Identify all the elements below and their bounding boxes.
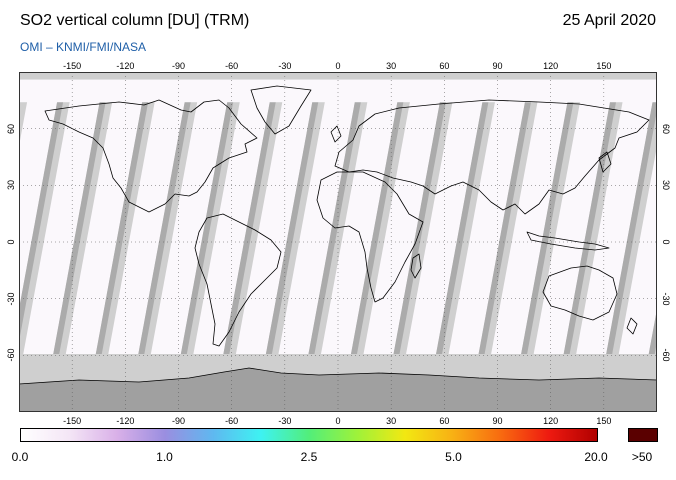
lat-tick-label: 30 [661,180,671,191]
orbit-overlap-stripe [138,94,193,356]
orbit-overlap-stripe [605,94,657,356]
colorbar-overflow-swatch [628,428,658,442]
orbit-overlap-stripe [648,308,657,356]
orbit-swath [575,94,654,356]
orbit-swath [108,94,187,356]
orbit-swath [320,94,399,356]
colorbar-overflow-label: >50 [631,450,653,464]
lat-tick-label: 0 [6,239,16,245]
lat-tick-label: -60 [661,348,671,362]
lon-tick-label: -90 [171,61,186,71]
lon-tick-label: -30 [278,61,292,71]
lat-tick-label: 60 [6,123,16,134]
colorbar-tick-label: 5.0 [445,450,462,464]
colorbar-tick-label: 0.0 [11,450,29,464]
orbit-overlap-stripe [520,94,575,356]
polar-no-data [19,354,657,412]
orbit-overlap-stripe [180,94,235,356]
orbit-swath [533,94,612,356]
lon-tick-label: 150 [596,61,612,71]
lat-tick-label: -30 [661,292,671,306]
lon-tick-label: 60 [439,61,450,71]
colorbar-scale [20,428,598,442]
orbit-swaths [19,79,657,356]
map-title: SO2 vertical column [DU] (TRM) [20,12,250,29]
coast-madagascar [410,253,422,279]
lat-tick-label: 0 [661,239,671,245]
orbit-swath [65,94,144,356]
orbit-swath [490,94,569,356]
so2-map [19,72,657,412]
orbit-swath [363,94,442,356]
coast-greenland [250,85,312,135]
orbit-overlap-stripe [478,94,533,356]
colorbar-tick-label: 2.5 [300,450,318,464]
lat-tick-label: 60 [661,123,671,134]
graticule [19,72,657,412]
orbit-swath [405,94,484,356]
lon-tick-label: 120 [543,416,559,426]
orbit-swath [23,94,101,356]
lat-tick-label: 30 [6,180,16,191]
lon-tick-label: -150 [63,416,82,426]
lon-tick-label: 150 [596,416,612,426]
coast-japan [598,151,612,173]
coast-south-america [194,213,282,347]
map-subtitle: OMI – KNMI/FMI/NASA [20,40,147,54]
orbit-overlap-stripe [223,94,278,356]
orbit-swath [618,146,657,356]
lon-tick-label: 90 [492,61,503,71]
orbit-overlap-stripe [435,94,490,356]
lon-tick-label: -60 [225,61,239,71]
orbit-overlap-stripe [393,94,448,356]
colorbar-tick-label: 20.0 [584,450,608,464]
arctic-measured-area [19,79,657,103]
lon-tick-label: 90 [492,416,503,426]
lon-tick-label: -90 [171,416,186,426]
lon-tick-label: 30 [386,61,397,71]
coast-australia [542,265,618,321]
orbit-swath [193,94,272,356]
lon-tick-label: 30 [386,416,397,426]
coast-eurasia [334,99,650,215]
lat-tick-label: -30 [6,292,16,306]
orbit-overlap-stripe [53,94,107,356]
lon-tick-label: -120 [116,61,135,71]
colorbar-tick-label: 1.0 [156,450,173,464]
coast-new-zealand [626,317,638,335]
coast-british-isles [330,125,342,143]
coastlines [44,85,650,347]
coast-indonesia [526,231,610,251]
coast-north-america [44,99,258,213]
lon-tick-label: -60 [225,416,239,426]
orbit-swath [150,94,229,356]
lon-tick-label: -120 [116,416,135,426]
lon-tick-label: 0 [335,416,341,426]
orbit-overlap-stripe [265,94,320,356]
map-frame [19,72,657,412]
orbit-swath [448,94,527,356]
orbit-swath [19,94,59,309]
orbit-overlap-stripe [563,94,618,356]
orbit-overlap-stripe [95,94,150,356]
lon-tick-label: 60 [439,416,450,426]
coast-africa [316,171,424,303]
lon-tick-label: 0 [335,61,341,71]
lon-tick-label: -150 [63,61,82,71]
lon-tick-label: -30 [278,416,292,426]
lat-tick-label: -60 [6,348,16,362]
orbit-overlap-stripe [308,94,363,356]
map-date: 25 April 2020 [562,12,656,29]
lon-tick-label: 120 [543,61,559,71]
orbit-overlap-stripe [350,94,405,356]
